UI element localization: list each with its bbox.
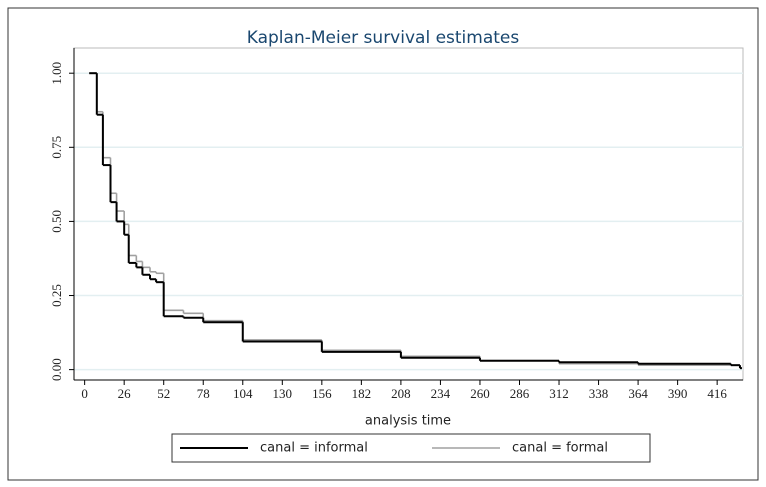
- x-tick-label: 104: [233, 386, 253, 401]
- x-tick-label: 208: [391, 386, 411, 401]
- legend-label: canal = formal: [512, 441, 608, 456]
- x-tick-label: 312: [549, 386, 569, 401]
- x-tick-label: 286: [510, 386, 530, 401]
- x-axis-label: analysis time: [365, 414, 451, 429]
- y-tick-label: 0.00: [49, 358, 64, 381]
- y-tick-label: 0.25: [49, 284, 64, 307]
- x-tick-label: 364: [628, 386, 648, 401]
- legend-label: canal = informal: [260, 441, 368, 456]
- y-tick-label: 1.00: [49, 62, 64, 85]
- x-tick-label: 78: [197, 386, 210, 401]
- x-tick-label: 0: [81, 386, 88, 401]
- y-tick-label: 0.75: [49, 136, 64, 159]
- x-tick-label: 234: [431, 386, 451, 401]
- x-tick-label: 416: [707, 386, 727, 401]
- legend: [171, 433, 651, 463]
- chart-title: Kaplan-Meier survival estimates: [247, 28, 520, 48]
- x-tick-label: 390: [668, 386, 688, 401]
- x-tick-label: 182: [352, 386, 372, 401]
- plot-area: [73, 47, 744, 381]
- x-tick-label: 338: [589, 386, 609, 401]
- x-tick-label: 52: [157, 386, 170, 401]
- x-tick-label: 130: [273, 386, 293, 401]
- x-tick-label: 260: [470, 386, 490, 401]
- y-tick-label: 0.50: [49, 210, 64, 233]
- x-tick-label: 26: [118, 386, 132, 401]
- x-tick-label: 156: [312, 386, 332, 401]
